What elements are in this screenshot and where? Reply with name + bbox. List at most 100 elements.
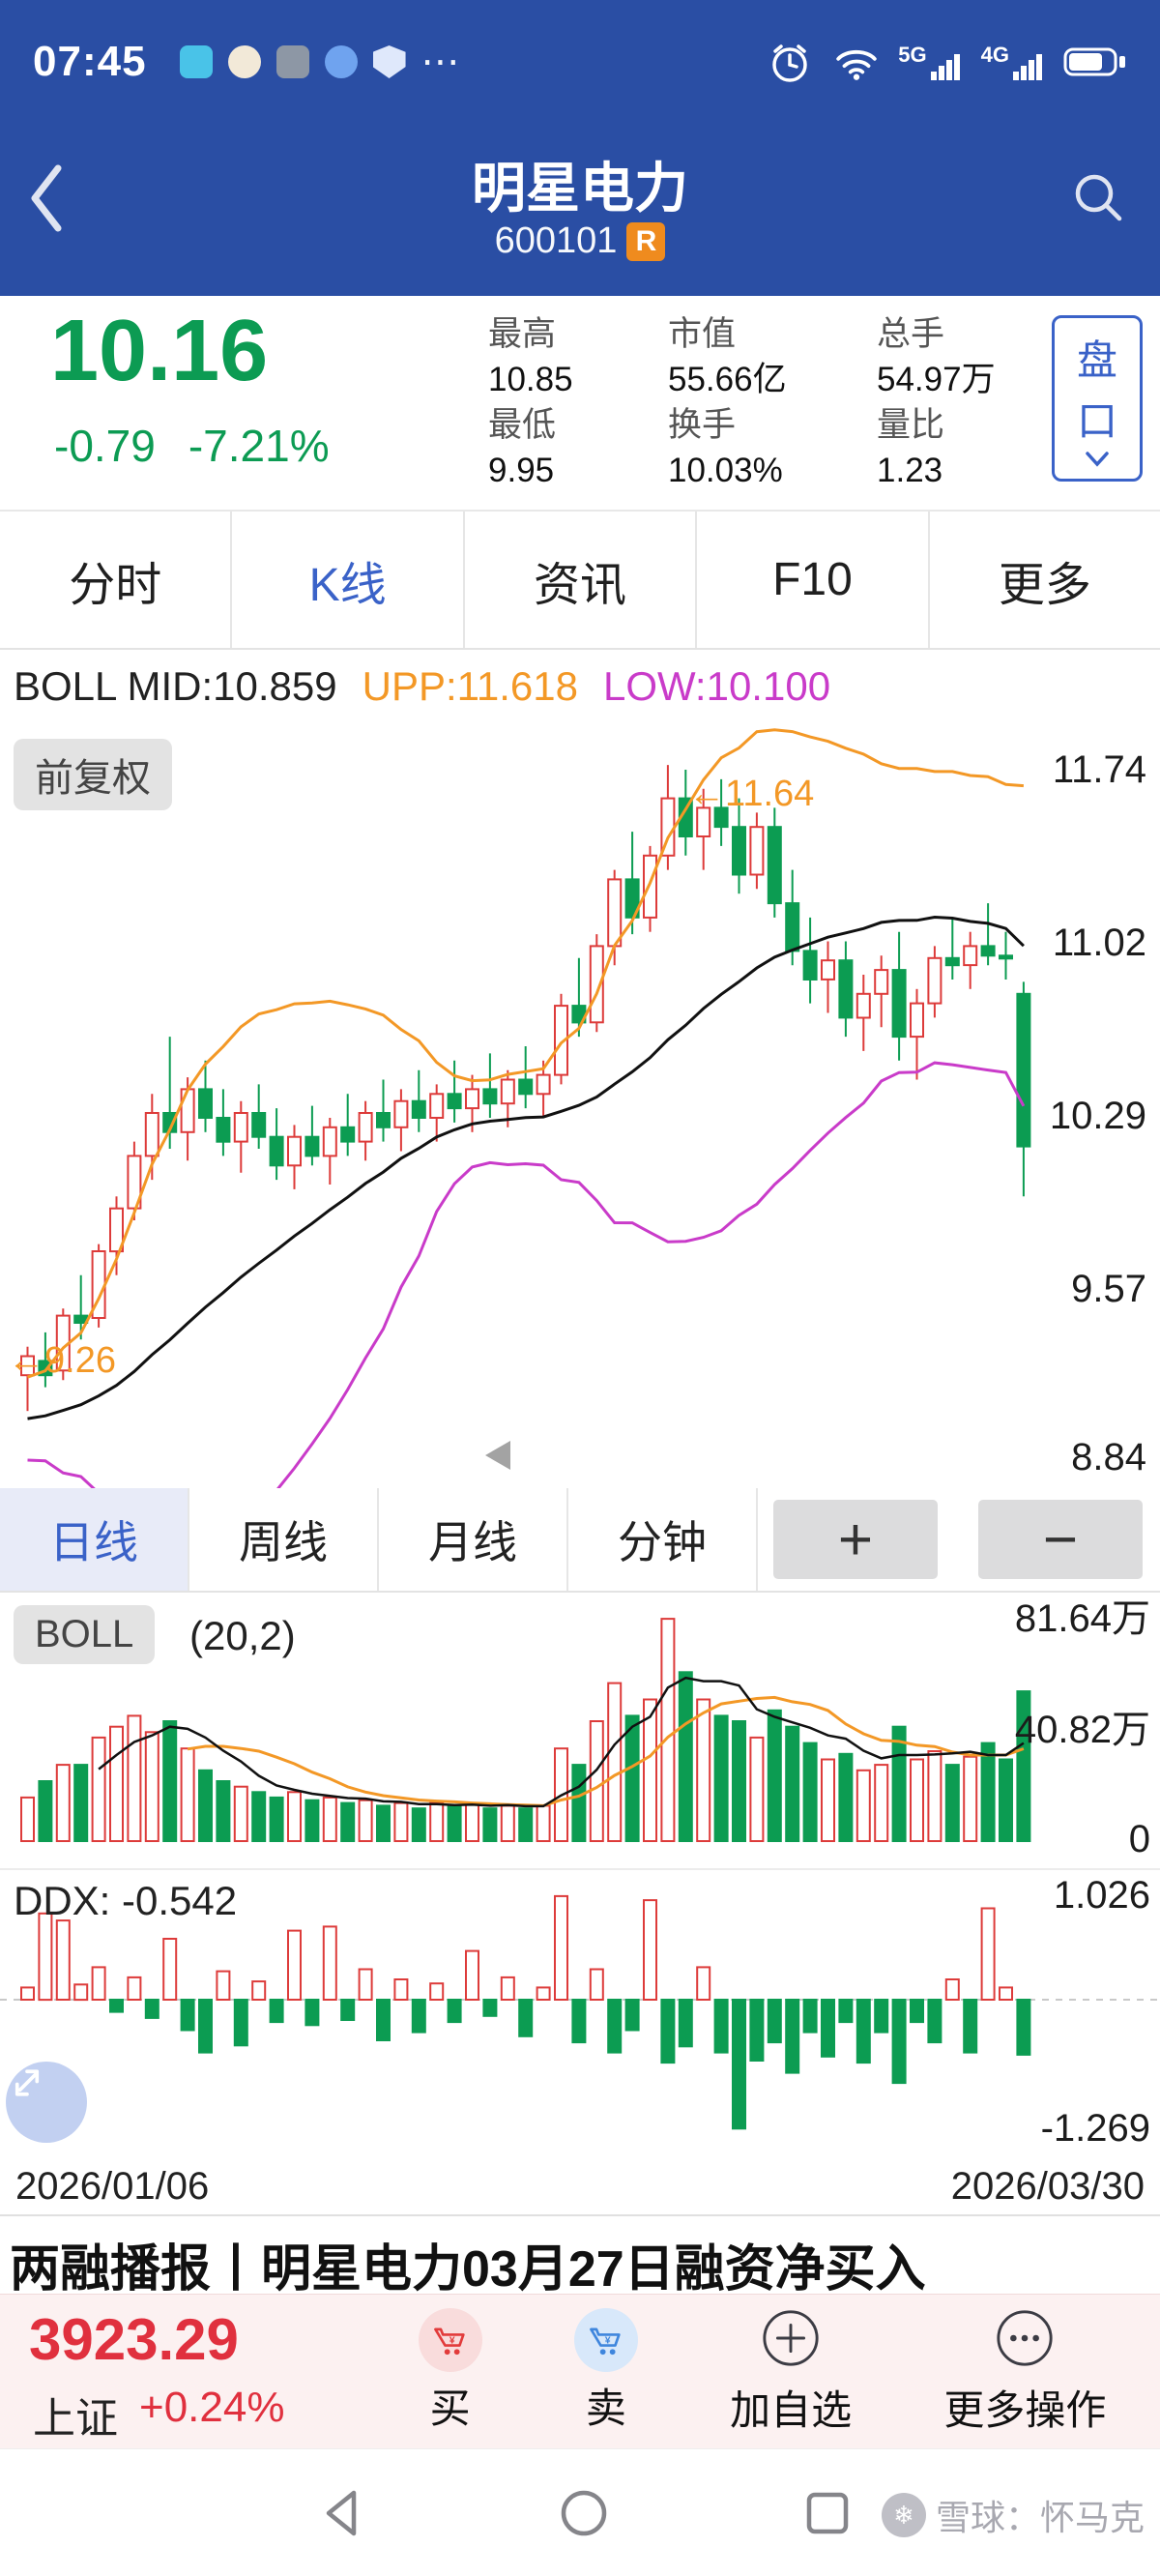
period-selector: 日线 周线 月线 分钟 + − — [0, 1488, 1160, 1593]
search-icon[interactable] — [1071, 170, 1125, 224]
index-value[interactable]: 3923.29 — [29, 2307, 239, 2372]
indicator-params: (20,2) — [189, 1613, 296, 1658]
tab-more[interactable]: 更多 — [927, 512, 1160, 648]
more-actions-button[interactable]: 更多操作 — [943, 2307, 1106, 2437]
period-minute[interactable]: 分钟 — [568, 1488, 758, 1591]
signal-bars-icon — [930, 54, 960, 80]
main-tabs: 分时 K线 资讯 F10 更多 — [0, 510, 1160, 650]
quote-column: 市值 55.66亿 换手 10.03% — [668, 311, 852, 493]
network-type-label: 4G — [980, 43, 1009, 67]
news-ticker[interactable]: 两融播报丨明星电力03月27日融资净买入 — [0, 2214, 1160, 2294]
period-monthly[interactable]: 月线 — [379, 1488, 568, 1591]
action-buttons: ¥ 买 ¥ 卖 — [372, 2295, 1152, 2448]
add-watchlist-label: 加自选 — [730, 2386, 853, 2433]
nav-back-icon[interactable] — [319, 2488, 365, 2538]
index-change: +0.24% — [139, 2384, 285, 2431]
ddx-axis-label: -1.269 — [1040, 2107, 1150, 2150]
price-axis-label: 10.29 — [1045, 1093, 1150, 1139]
app-header: 明星电力 600101 R — [0, 124, 1160, 296]
alarm-icon — [772, 44, 808, 82]
field-value: 55.66亿 — [668, 361, 787, 398]
status-icons: 5G 4G — [765, 37, 1127, 87]
field-label: 市值 — [668, 315, 737, 353]
indicator-button[interactable]: BOLL — [14, 1605, 156, 1664]
price-change: -0.79 — [54, 421, 156, 471]
watermark-text: 雪球：怀马克 — [935, 2498, 1145, 2537]
volume-chart[interactable] — [0, 1597, 1160, 1866]
price-axis-label: 11.74 — [1048, 746, 1150, 793]
fullscreen-expand-button[interactable] — [6, 2062, 87, 2143]
app-notification-icon — [179, 45, 213, 78]
weather-icon — [227, 45, 261, 78]
ddx-chart[interactable] — [0, 1870, 1160, 2160]
zoom-out-button[interactable]: − — [978, 1500, 1143, 1579]
order-book-label: 口 — [1076, 398, 1117, 444]
sim2-signal: 4G — [981, 43, 1044, 81]
upper-band-annotation: ←11.64 — [688, 774, 815, 814]
order-book-label: 盘 — [1076, 337, 1117, 383]
adjust-mode-button[interactable]: 前复权 — [14, 739, 172, 810]
tab-news[interactable]: 资讯 — [462, 512, 695, 648]
candlestick-chart[interactable] — [0, 723, 1160, 1488]
volume-axis-label: 40.82万 — [1014, 1709, 1150, 1751]
android-nav-bar: ❄ 雪球：怀马克 — [0, 2448, 1160, 2576]
wifi-icon — [836, 49, 877, 80]
field-value: 9.95 — [488, 452, 555, 489]
volume-axis-label: 81.64万 — [1014, 1597, 1150, 1640]
price-axis-label: 11.02 — [1048, 920, 1150, 966]
field-value: 10.03% — [668, 452, 783, 489]
tab-timeshare[interactable]: 分时 — [69, 559, 162, 611]
tab-kline[interactable]: K线 — [230, 512, 462, 648]
price-change-row: -0.79 -7.21% — [54, 420, 330, 472]
field-label: 最低 — [488, 406, 557, 444]
ddx-value-label: DDX: -0.542 — [14, 1878, 238, 1923]
quote-column: 总手 54.97万 量比 1.23 — [877, 311, 1041, 493]
nav-home-icon[interactable] — [559, 2488, 609, 2538]
date-axis: 2026/01/06 2026/03/30 — [0, 2158, 1160, 2214]
shield-icon — [372, 45, 406, 78]
bottom-action-bar: 3923.29 上证 +0.24% ¥ 买 — [0, 2294, 1160, 2448]
period-weekly[interactable]: 周线 — [189, 1488, 379, 1591]
end-date-label: 2026/03/30 — [950, 2164, 1145, 2208]
current-price: 10.16 — [50, 303, 269, 399]
zoom-in-button[interactable]: + — [773, 1500, 938, 1579]
field-label: 最高 — [488, 315, 557, 353]
pan-left-indicator-icon[interactable] — [485, 1441, 510, 1470]
more-notifications-icon: ⋯ — [420, 41, 460, 83]
ddx-axis-label: 1.026 — [1053, 1874, 1150, 1917]
boll-lower-value: LOW:10.100 — [603, 663, 831, 709]
buy-cart-icon: ¥ — [418, 2308, 482, 2372]
back-icon[interactable] — [27, 162, 66, 234]
stock-title: 明星电力 — [472, 158, 688, 219]
field-value: 1.23 — [877, 452, 943, 489]
price-change-percent: -7.21% — [188, 421, 330, 471]
network-type-label: 5G — [898, 43, 927, 67]
tab-f10[interactable]: F10 — [695, 512, 927, 648]
buy-button[interactable]: ¥ 买 — [418, 2308, 482, 2435]
order-book-button[interactable]: 盘 口 — [1052, 315, 1143, 482]
kline-chart-panel: 前复权 ←11.64 ←9.26 11.74 11.02 10.29 9.57 … — [0, 723, 1160, 1488]
ellipsis-circle-icon — [994, 2307, 1056, 2374]
buy-label: 买 — [429, 2386, 471, 2431]
quote-fields: 最高 10.85 最低 9.95 市值 55.66亿 换手 10.03% 总手 … — [488, 311, 1041, 493]
chevron-down-icon — [1086, 452, 1109, 467]
index-row: 上证 +0.24% — [33, 2384, 284, 2445]
stock-code-row: 600101 R — [0, 220, 1160, 262]
add-watchlist-button[interactable]: 加自选 — [730, 2307, 852, 2437]
volume-chart-panel: BOLL (20,2) 81.64万 40.82万 0 — [0, 1597, 1160, 1866]
field-value: 54.97万 — [877, 361, 996, 398]
price-axis-label: 8.84 — [1067, 1434, 1150, 1480]
margin-badge: R — [626, 221, 666, 261]
more-actions-label: 更多操作 — [943, 2386, 1107, 2433]
period-daily[interactable]: 日线 — [0, 1488, 189, 1591]
battery-icon — [1063, 47, 1125, 76]
sell-label: 卖 — [585, 2386, 626, 2431]
svg-text:¥: ¥ — [449, 2334, 454, 2346]
quote-panel: 10.16 -0.79 -7.21% 最高 10.85 最低 9.95 市值 5… — [0, 296, 1160, 510]
field-label: 量比 — [877, 406, 945, 444]
notification-icons: ⋯ — [179, 41, 460, 83]
sell-button[interactable]: ¥ 卖 — [573, 2308, 638, 2435]
nav-recents-icon[interactable] — [802, 2488, 853, 2538]
boll-upper-value: UPP:11.618 — [362, 663, 579, 709]
